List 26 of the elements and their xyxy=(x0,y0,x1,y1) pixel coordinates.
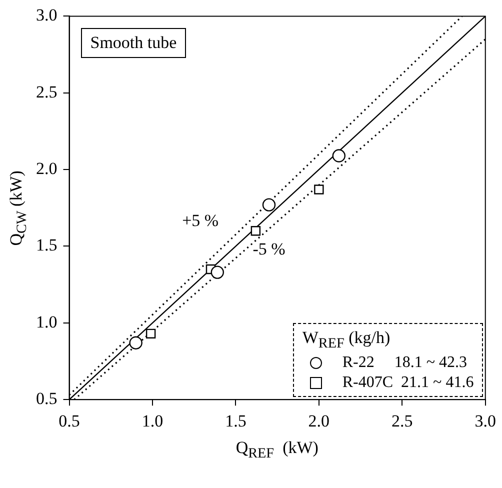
y-tick-label: 2.5 xyxy=(36,82,58,102)
point xyxy=(332,149,346,162)
x-tick-label: 1.5 xyxy=(225,411,246,430)
legend-label: R-22 18.1 ~ 42.3 xyxy=(342,354,468,372)
x-tick-label: 2.0 xyxy=(308,411,330,430)
x-tick-label: 3.0 xyxy=(474,411,496,430)
x-tick-label: 2.5 xyxy=(392,411,413,430)
y-tick-label: 3.0 xyxy=(36,6,58,25)
point xyxy=(146,328,156,338)
legend-title: W$_{REF}$ (kg/h) xyxy=(302,328,392,352)
point xyxy=(129,336,142,350)
legend-label: R-407C 21.1 ~ 41.6 xyxy=(342,374,474,392)
x-axis-title: Q$_{REF}$ (kW) xyxy=(236,438,318,462)
annotation: Smooth tube xyxy=(81,28,186,58)
y-tick-label: 1.0 xyxy=(36,312,58,332)
point xyxy=(210,266,224,279)
point xyxy=(262,198,276,212)
y-tick-label: 2.0 xyxy=(36,159,58,178)
point xyxy=(314,184,324,194)
x-tick-label: 0.5 xyxy=(58,411,80,430)
point xyxy=(250,226,261,236)
annotation: +5 % xyxy=(182,210,219,230)
y-tick-label: 1.5 xyxy=(36,236,58,255)
annotation: -5 % xyxy=(252,240,286,259)
y-tick-label: 0.5 xyxy=(36,389,58,408)
x-tick-label: 1.0 xyxy=(142,411,164,430)
